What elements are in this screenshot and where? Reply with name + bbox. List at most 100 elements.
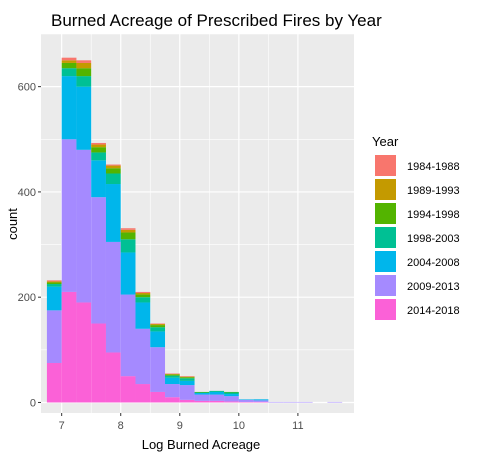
bar-segment-1989-1993	[120, 229, 136, 233]
bar-segment-1984-1988	[165, 373, 180, 375]
bar-segment-2009-2013	[91, 197, 106, 324]
bar-segment-2009-2013	[179, 385, 195, 400]
bar-segment-2004-2008	[209, 391, 225, 395]
bar-segment-2004-2008	[194, 392, 210, 395]
legend: Year 1984-1988 1989-1993 1994-1998 1998-200…	[372, 134, 460, 320]
legend-swatch	[375, 299, 396, 320]
bar-segment-1984-1988	[150, 323, 166, 325]
bars-group	[46, 57, 343, 403]
x-tick-label: 10	[233, 420, 245, 432]
bar-segment-1989-1993	[135, 292, 151, 295]
bar-segment-1994-1998	[194, 391, 210, 393]
bar-segment-2009-2013	[224, 396, 239, 402]
legend-swatch	[375, 227, 396, 248]
bar-segment-1998-2003	[194, 392, 210, 393]
bar-segment-2004-2008	[61, 76, 77, 140]
bar-segment-1998-2003	[120, 239, 136, 253]
bar-segment-1984-1988	[179, 376, 195, 377]
legend-label: 1994-1998	[407, 209, 460, 221]
bar-segment-2004-2008	[76, 86, 92, 150]
bar-segment-1984-1988	[46, 280, 62, 282]
bar-segment-2009-2013	[46, 310, 62, 363]
bar-segment-1984-1988	[135, 291, 151, 293]
bar-segment-1998-2003	[76, 76, 92, 87]
bar-segment-2014-2018	[135, 384, 151, 403]
bar-segment-1998-2003	[224, 392, 239, 395]
bar-segment-1998-2003	[61, 68, 77, 77]
bar-segment-1994-1998	[135, 294, 151, 298]
bar-segment-2014-2018	[194, 400, 210, 403]
bar-segment-1989-1993	[46, 281, 62, 283]
legend-label: 2004-2008	[407, 257, 460, 269]
bar-segment-2009-2013	[165, 384, 180, 398]
bar-segment-2014-2018	[209, 400, 225, 403]
bar-segment-1998-2003	[91, 152, 106, 161]
bar-segment-2014-2018	[76, 302, 92, 403]
bar-segment-1984-1988	[120, 228, 136, 230]
legend-label: 1989-1993	[407, 185, 460, 197]
bar-segment-2014-2018	[150, 391, 166, 403]
bar-segment-1994-1998	[46, 282, 62, 285]
legend-label: 1984-1988	[407, 161, 460, 173]
y-tick-label: 200	[18, 292, 36, 304]
bar-segment-1984-1988	[91, 142, 106, 145]
bar-segment-2009-2013	[135, 328, 151, 385]
bar-segment-2009-2013	[61, 139, 77, 292]
bar-segment-1994-1998	[150, 325, 166, 328]
bar-segment-2009-2013	[238, 399, 254, 402]
legend-swatch	[375, 251, 396, 272]
bar-segment-1998-2003	[165, 375, 180, 378]
bar-segment-1989-1993	[105, 165, 121, 169]
bar-segment-2014-2018	[105, 352, 121, 403]
bar-segment-2004-2008	[105, 184, 121, 242]
bar-segment-2009-2013	[105, 241, 121, 353]
legend-label: 1998-2003	[407, 233, 460, 245]
bar-segment-2004-2008	[46, 286, 62, 311]
bar-segment-1998-2003	[150, 327, 166, 332]
bar-segment-2014-2018	[238, 401, 254, 403]
bar-segment-1994-1998	[120, 232, 136, 240]
legend-swatch	[375, 155, 396, 176]
y-tick-label: 0	[30, 397, 36, 409]
bar-segment-2014-2018	[165, 397, 180, 403]
bar-segment-2009-2013	[150, 347, 166, 392]
bar-segment-1994-1998	[224, 391, 239, 393]
x-tick-label: 11	[292, 420, 303, 432]
bar-segment-1989-1993	[91, 144, 106, 148]
bar-segment-2004-2008	[253, 399, 269, 401]
bar-segment-1984-1988	[76, 60, 92, 63]
bar-segment-1994-1998	[165, 374, 180, 376]
bar-segment-2009-2013	[283, 401, 298, 403]
bar-segment-1989-1993	[61, 60, 77, 63]
bar-segment-2014-2018	[61, 291, 77, 403]
bar-segment-2004-2008	[135, 302, 151, 329]
bar-segment-2009-2013	[194, 394, 210, 401]
bar-segment-2009-2013	[268, 401, 284, 403]
bar-segment-2009-2013	[253, 400, 269, 402]
y-tick-label: 600	[18, 82, 36, 94]
bar-segment-2009-2013	[297, 401, 313, 403]
bar-segment-1994-1998	[179, 377, 195, 379]
bar-segment-1989-1993	[76, 62, 92, 69]
bar-segment-1989-1993	[150, 324, 166, 326]
bar-segment-1994-1998	[91, 147, 106, 153]
bar-segment-2014-2018	[91, 323, 106, 403]
bar-segment-2004-2008	[150, 331, 166, 348]
bar-segment-1998-2003	[209, 390, 225, 392]
legend-label: 2014-2018	[407, 305, 460, 317]
axes: 7 8 9 10 11 0 200 400 600	[18, 82, 304, 432]
legend-title: Year	[372, 134, 399, 149]
bar-segment-1984-1988	[61, 57, 77, 61]
bar-segment-1994-1998	[61, 62, 77, 69]
bar-segment-1994-1998	[105, 168, 121, 174]
x-axis-label: Log Burned Acreage	[142, 437, 261, 452]
bar-segment-1998-2003	[135, 297, 151, 303]
y-tick-label: 400	[18, 187, 36, 199]
legend-swatch	[375, 179, 396, 200]
bar-segment-2014-2018	[120, 376, 136, 403]
bar-segment-2014-2018	[253, 401, 269, 403]
bar-segment-2014-2018	[179, 399, 195, 403]
bar-segment-2004-2008	[165, 377, 180, 385]
x-tick-label: 9	[177, 420, 183, 432]
